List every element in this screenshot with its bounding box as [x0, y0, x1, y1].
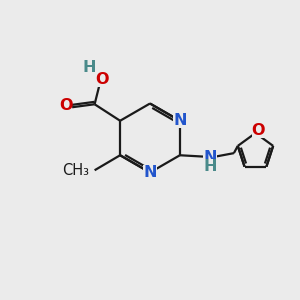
- Text: CH₃: CH₃: [62, 163, 89, 178]
- Text: O: O: [252, 122, 265, 137]
- Text: H: H: [203, 159, 217, 174]
- Text: H: H: [83, 59, 96, 74]
- Text: O: O: [59, 98, 72, 113]
- Text: N: N: [143, 165, 157, 180]
- Text: O: O: [95, 71, 108, 86]
- Text: N: N: [203, 150, 217, 165]
- Text: N: N: [173, 113, 187, 128]
